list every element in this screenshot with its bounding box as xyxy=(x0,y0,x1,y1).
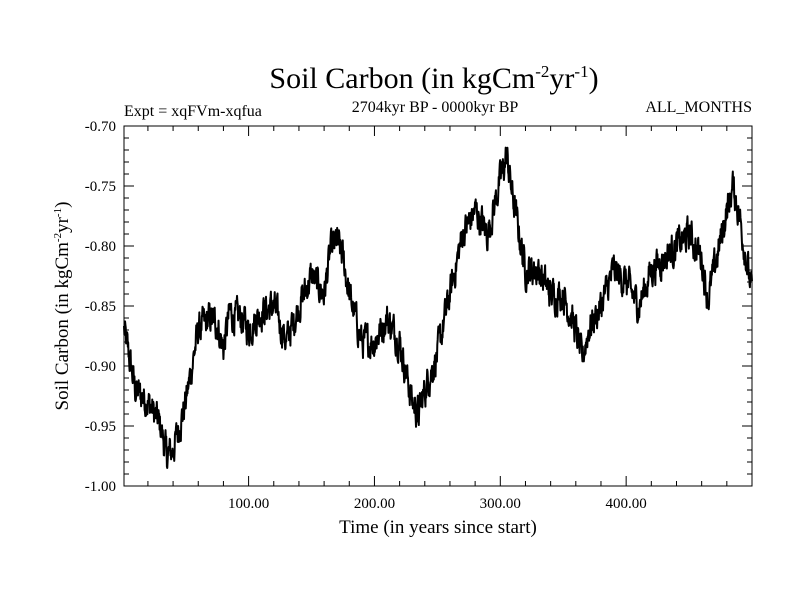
y-tick-label: -0.80 xyxy=(85,239,116,255)
x-axis-label: Time (in years since start) xyxy=(339,517,537,538)
x-tick-label: 200.00 xyxy=(354,496,395,512)
y-tick-label: -0.95 xyxy=(85,419,116,435)
soil-carbon-series-line xyxy=(123,146,753,469)
y-tick-label: -0.70 xyxy=(85,119,116,135)
y-axis-label: Soil Carbon (in kgCm-2yr-1) xyxy=(52,202,73,411)
y-tick-label: -0.85 xyxy=(85,299,116,315)
plot-data-layer xyxy=(123,146,753,469)
y-tick-label: -0.90 xyxy=(85,359,116,375)
y-tick-label: -1.00 xyxy=(85,479,116,495)
period-label: 2704kyr BP - 0000kyr BP xyxy=(352,99,519,116)
season-label: ALL_MONTHS xyxy=(645,99,752,116)
chart-title: Soil Carbon (in kgCm-2yr-1) xyxy=(269,62,598,95)
x-tick-label: 400.00 xyxy=(606,496,647,512)
expt-label: Expt = xqFVm-xqfua xyxy=(124,103,262,120)
axis-ticks: 100.00 200.00 300.00 400.00 -1.00 -0.95 -0.90 -… xyxy=(85,119,752,512)
x-tick-label: 100.00 xyxy=(228,496,269,512)
y-tick-label: -0.75 xyxy=(85,179,116,195)
x-tick-label: 300.00 xyxy=(480,496,521,512)
plot-frame xyxy=(123,125,753,487)
